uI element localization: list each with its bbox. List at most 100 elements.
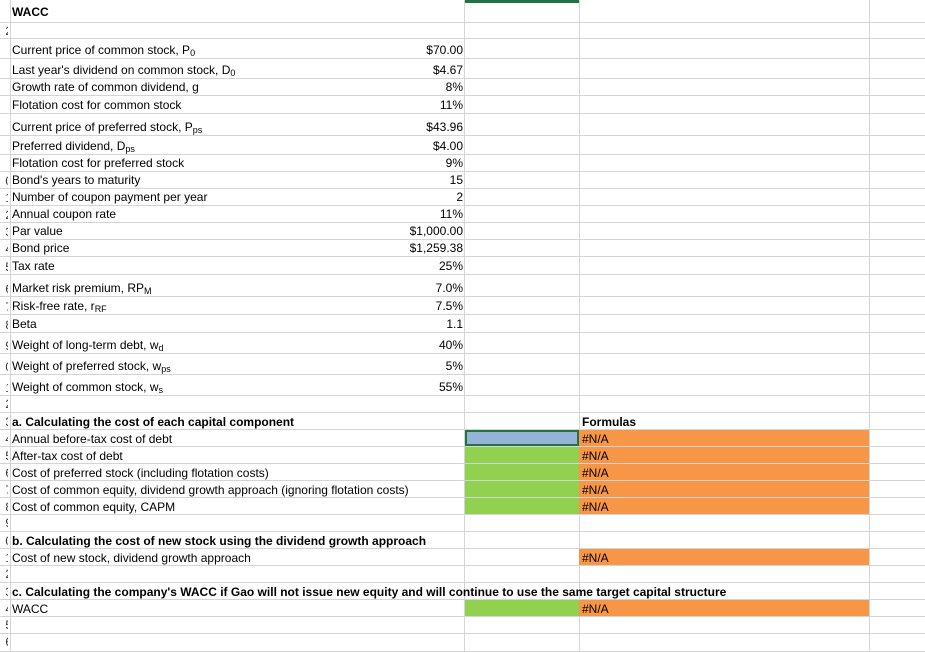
blank-row[interactable]: 6 — [0, 634, 925, 652]
input-value[interactable]: 25% — [438, 259, 463, 273]
input-value[interactable]: $1,259.38 — [409, 241, 463, 255]
input-value[interactable]: 7.0% — [435, 281, 463, 295]
selected-input-cell[interactable] — [465, 430, 579, 446]
input-row[interactable]: 4 Bond price $1,259.38 — [0, 240, 925, 257]
input-row[interactable]: 7 Risk-free rate, rRF 7.5% — [0, 297, 925, 315]
input-cell[interactable] — [465, 498, 579, 514]
row-number: 0 — [0, 534, 8, 548]
input-row[interactable]: 2 Annual coupon rate 11% — [0, 206, 925, 223]
section-b-item-row[interactable]: 1 Cost of new stock, dividend growth app… — [0, 549, 925, 566]
wacc-label: WACC — [12, 602, 49, 616]
formula-cell[interactable]: #N/A — [579, 498, 869, 514]
input-value[interactable]: $43.96 — [426, 120, 463, 134]
row-number: 5 — [0, 260, 8, 274]
row-number — [0, 44, 8, 58]
formula-cell[interactable]: #N/A — [579, 549, 869, 565]
input-label: Growth rate of common dividend, g — [12, 80, 199, 94]
section-a-item-row[interactable]: 6 Cost of preferred stock (including flot… — [0, 464, 925, 481]
input-cell[interactable] — [465, 600, 579, 616]
row-number: 5 — [0, 449, 8, 463]
input-label: Risk-free rate, rRF — [12, 299, 107, 314]
formula-cell[interactable]: #N/A — [579, 464, 869, 480]
input-value[interactable]: $1,000.00 — [409, 224, 463, 238]
input-label: Last year's dividend on common stock, D0 — [12, 63, 236, 78]
input-row[interactable]: Last year's dividend on common stock, D0… — [0, 59, 925, 79]
section-b-heading-row[interactable]: 0 b. Calculating the cost of new stock u… — [0, 532, 925, 549]
row-number — [0, 157, 8, 171]
input-value[interactable]: 5% — [445, 359, 463, 373]
blank-row[interactable]: 9 — [0, 515, 925, 532]
input-row[interactable]: Flotation cost for common stock 11% — [0, 96, 925, 114]
formulas-header: Formulas — [582, 415, 637, 429]
input-value[interactable]: 9% — [445, 156, 463, 170]
input-label: Tax rate — [12, 259, 55, 273]
input-row[interactable]: Preferred dividend, Dps $4.00 — [0, 136, 925, 155]
row-number: 3 — [0, 585, 8, 599]
blank-row[interactable]: 2 — [0, 566, 925, 583]
input-value[interactable]: 55% — [438, 380, 463, 394]
input-value[interactable]: $4.00 — [432, 139, 463, 153]
section-a-item-row[interactable]: 8 Cost of common equity, CAPM #N/A — [0, 498, 925, 515]
input-row[interactable]: 9 Weight of long-term debt, wd 40% — [0, 333, 925, 354]
input-value[interactable]: 15 — [449, 173, 463, 187]
blank-row[interactable]: 2 — [0, 23, 925, 39]
input-row[interactable]: Current price of preferred stock, Pps $43… — [0, 114, 925, 136]
column-divider — [10, 0, 11, 652]
input-row[interactable]: 5 Tax rate 25% — [0, 257, 925, 275]
formula-cell[interactable]: #N/A — [579, 430, 869, 446]
input-label: Par value — [12, 224, 63, 238]
cost-of-new-stock-label: Cost of new stock, dividend growth appro… — [12, 551, 251, 565]
input-row[interactable]: Current price of common stock, P0 $70.00 — [0, 39, 925, 59]
input-row[interactable]: Growth rate of common dividend, g 8% — [0, 79, 925, 96]
column-divider — [579, 0, 580, 652]
blank-row[interactable]: 2 — [0, 396, 925, 413]
input-row[interactable]: 0 Bond's years to maturity 15 — [0, 172, 925, 189]
input-cell[interactable] — [465, 447, 579, 463]
row-number — [0, 81, 8, 95]
input-row[interactable]: 6 Market risk premium, RPM 7.0% — [0, 275, 925, 297]
input-value[interactable]: 7.5% — [435, 299, 463, 313]
row-number: 4 — [0, 432, 8, 446]
title-row[interactable]: WACC — [0, 0, 925, 23]
section-a-item-row[interactable]: 4 Annual before-tax cost of debt #N/A — [0, 430, 925, 447]
formula-cell[interactable]: #N/A — [579, 447, 869, 463]
input-label: Annual coupon rate — [12, 207, 117, 221]
input-row[interactable]: 8 Beta 1.1 — [0, 315, 925, 333]
section-b-heading: b. Calculating the cost of new stock usi… — [12, 534, 427, 548]
row-number: 2 — [0, 208, 8, 222]
input-cell[interactable] — [465, 464, 579, 480]
sheet-title: WACC — [12, 5, 49, 19]
input-row[interactable]: Flotation cost for preferred stock 9% — [0, 155, 925, 172]
component-label: Cost of common equity, CAPM — [12, 500, 176, 514]
row-number — [0, 121, 8, 135]
input-row[interactable]: 1 Number of coupon payment per year 2 — [0, 189, 925, 206]
input-value[interactable]: 11% — [439, 98, 463, 112]
row-number: 3 — [0, 225, 8, 239]
input-label: Flotation cost for preferred stock — [12, 156, 185, 170]
input-value[interactable]: 8% — [445, 80, 463, 94]
section-c-heading: c. Calculating the company's WACC if Gao… — [12, 585, 727, 599]
input-row[interactable]: 1 Weight of common stock, ws 55% — [0, 375, 925, 396]
input-label: Weight of long-term debt, wd — [12, 338, 164, 353]
input-cell[interactable] — [465, 481, 579, 497]
section-a-heading-row[interactable]: 3 a. Calculating the cost of each capita… — [0, 413, 925, 430]
input-value[interactable]: 11% — [439, 207, 463, 221]
input-value[interactable]: 40% — [438, 338, 463, 352]
formula-cell[interactable]: #N/A — [579, 481, 869, 497]
component-label: After-tax cost of debt — [12, 449, 123, 463]
section-c-item-row[interactable]: 4 WACC #N/A — [0, 600, 925, 617]
section-a-item-row[interactable]: 7 Cost of common equity, dividend growth … — [0, 481, 925, 498]
input-value[interactable]: 1.1 — [446, 317, 463, 331]
row-number: 6 — [0, 282, 8, 296]
section-a-item-row[interactable]: 5 After-tax cost of debt #N/A — [0, 447, 925, 464]
row-number: 1 — [0, 381, 8, 395]
input-value[interactable]: $70.00 — [426, 43, 463, 57]
input-value[interactable]: 2 — [456, 190, 463, 204]
input-row[interactable]: 3 Par value $1,000.00 — [0, 223, 925, 240]
blank-row[interactable]: 5 — [0, 617, 925, 634]
input-value[interactable]: $4.67 — [432, 63, 463, 77]
row-number: 2 — [0, 397, 8, 411]
formula-cell[interactable]: #N/A — [579, 600, 869, 616]
input-row[interactable]: 0 Weight of preferred stock, wps 5% — [0, 354, 925, 375]
section-c-heading-row[interactable]: 3 c. Calculating the company's WACC if G… — [0, 583, 925, 600]
